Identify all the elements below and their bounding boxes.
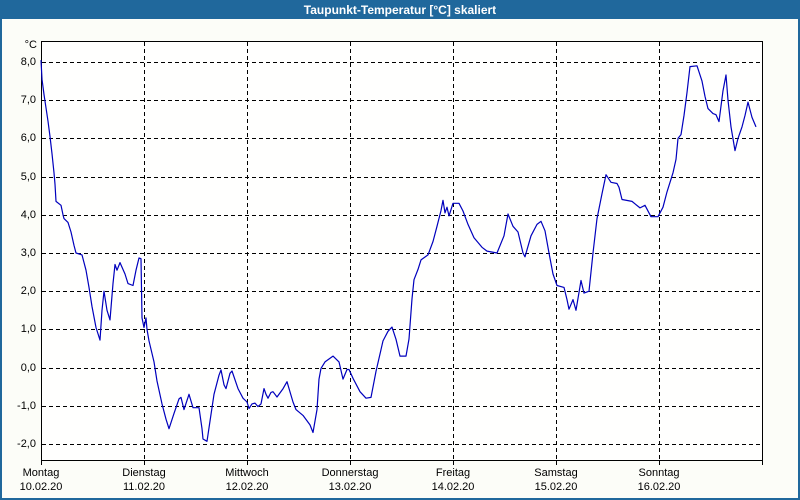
x-axis-day-label: Dienstag [122, 467, 166, 479]
y-axis-tick-label: 8,0 [20, 56, 36, 68]
y-axis-unit-label: °C [24, 39, 37, 51]
y-axis-tick-label: 3,0 [20, 247, 36, 259]
x-axis-date-label: 14.02.20 [431, 481, 475, 493]
x-axis-date-label: 16.02.20 [637, 481, 681, 493]
y-axis-tick-label: 4,0 [20, 209, 36, 221]
title-bar: Taupunkt-Temperatur [°C] skaliert [2, 2, 798, 19]
x-axis-date-label: 15.02.20 [534, 481, 578, 493]
x-axis-date-label: 10.02.20 [19, 481, 63, 493]
x-axis-day-group: Sonntag 16.02.20 [607, 466, 711, 494]
x-axis-day-group: Samstag 15.02.20 [504, 466, 608, 494]
window-title: Taupunkt-Temperatur [°C] skaliert [303, 3, 497, 17]
x-axis-day-label: Samstag [534, 467, 578, 479]
y-axis-tick-label: 0,0 [20, 362, 36, 374]
temperature-line [40, 60, 757, 442]
x-axis-day-label: Sonntag [638, 467, 680, 479]
x-axis-day-label: Donnerstag [321, 467, 379, 479]
y-axis-tick-label: 2,0 [20, 285, 36, 297]
x-axis-day-group: Mittwoch 12.02.20 [195, 466, 299, 494]
x-axis-date-label: 12.02.20 [225, 481, 269, 493]
x-axis-day-group: Freitag 14.02.20 [401, 466, 505, 494]
x-axis-day-label: Mittwoch [225, 467, 269, 479]
x-axis-day-group: Montag 10.02.20 [0, 466, 93, 494]
x-axis-day-group: Donnerstag 13.02.20 [298, 466, 402, 494]
x-axis-date-label: 13.02.20 [328, 481, 372, 493]
y-axis-tick-label: 7,0 [20, 94, 36, 106]
y-axis-tick-label: 5,0 [20, 171, 36, 183]
x-axis-day-label: Freitag [435, 467, 471, 479]
x-axis-day-label: Montag [22, 467, 60, 479]
plot-border [41, 41, 763, 461]
x-axis-day-group: Dienstag 11.02.20 [92, 466, 196, 494]
y-axis-tick-label: 1,0 [20, 323, 36, 335]
y-axis-tick-label: -1,0 [17, 400, 36, 412]
y-axis-tick-label: 6,0 [20, 132, 36, 144]
x-axis-date-label: 11.02.20 [122, 481, 165, 493]
y-axis-tick-label: -2,0 [17, 438, 36, 450]
